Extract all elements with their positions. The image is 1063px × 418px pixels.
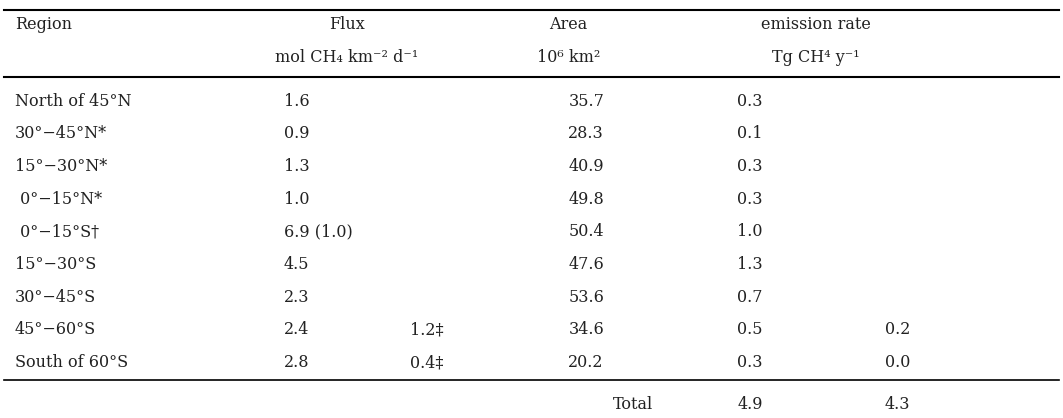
- Text: 28.3: 28.3: [569, 125, 604, 143]
- Text: 0.3: 0.3: [737, 191, 762, 208]
- Text: 47.6: 47.6: [569, 256, 604, 273]
- Text: 0.5: 0.5: [737, 321, 762, 339]
- Text: 4.3: 4.3: [884, 395, 910, 413]
- Text: Flux: Flux: [330, 16, 365, 33]
- Text: 1.2‡: 1.2‡: [410, 321, 444, 339]
- Text: 0.3: 0.3: [737, 354, 762, 371]
- Text: 2.3: 2.3: [284, 289, 309, 306]
- Text: 20.2: 20.2: [569, 354, 604, 371]
- Text: 0.4‡: 0.4‡: [410, 354, 443, 371]
- Text: 0.0: 0.0: [884, 354, 910, 371]
- Text: 0.1: 0.1: [737, 125, 762, 143]
- Text: 49.8: 49.8: [569, 191, 604, 208]
- Text: Total: Total: [612, 395, 653, 413]
- Text: South of 60°S: South of 60°S: [15, 354, 128, 371]
- Text: Region: Region: [15, 16, 71, 33]
- Text: 50.4: 50.4: [569, 224, 604, 240]
- Text: 4.5: 4.5: [284, 256, 309, 273]
- Text: 10⁶ km²: 10⁶ km²: [537, 49, 601, 66]
- Text: emission rate: emission rate: [761, 16, 872, 33]
- Text: 0.9: 0.9: [284, 125, 309, 143]
- Text: 2.4: 2.4: [284, 321, 309, 339]
- Text: 30°−45°S: 30°−45°S: [15, 289, 96, 306]
- Text: 35.7: 35.7: [569, 93, 604, 110]
- Text: 40.9: 40.9: [569, 158, 604, 175]
- Text: 0.3: 0.3: [737, 93, 762, 110]
- Text: 15°−30°N*: 15°−30°N*: [15, 158, 107, 175]
- Text: Tg CH⁴ y⁻¹: Tg CH⁴ y⁻¹: [773, 49, 860, 66]
- Text: 1.6: 1.6: [284, 93, 309, 110]
- Text: 0.7: 0.7: [737, 289, 762, 306]
- Text: 6.9 (1.0): 6.9 (1.0): [284, 224, 353, 240]
- Text: North of 45°N: North of 45°N: [15, 93, 131, 110]
- Text: 4.9: 4.9: [737, 395, 762, 413]
- Text: 1.0: 1.0: [284, 191, 309, 208]
- Text: 0.2: 0.2: [884, 321, 910, 339]
- Text: 15°−30°S: 15°−30°S: [15, 256, 96, 273]
- Text: 0°−15°N*: 0°−15°N*: [15, 191, 102, 208]
- Text: 1.3: 1.3: [284, 158, 309, 175]
- Text: 2.8: 2.8: [284, 354, 309, 371]
- Text: 0.3: 0.3: [737, 158, 762, 175]
- Text: 1.0: 1.0: [737, 224, 762, 240]
- Text: 34.6: 34.6: [569, 321, 604, 339]
- Text: 0°−15°S†: 0°−15°S†: [15, 224, 99, 240]
- Text: 45°−60°S: 45°−60°S: [15, 321, 96, 339]
- Text: 53.6: 53.6: [569, 289, 604, 306]
- Text: Area: Area: [550, 16, 588, 33]
- Text: 30°−45°N*: 30°−45°N*: [15, 125, 107, 143]
- Text: mol CH₄ km⁻² d⁻¹: mol CH₄ km⁻² d⁻¹: [275, 49, 419, 66]
- Text: 1.3: 1.3: [737, 256, 763, 273]
